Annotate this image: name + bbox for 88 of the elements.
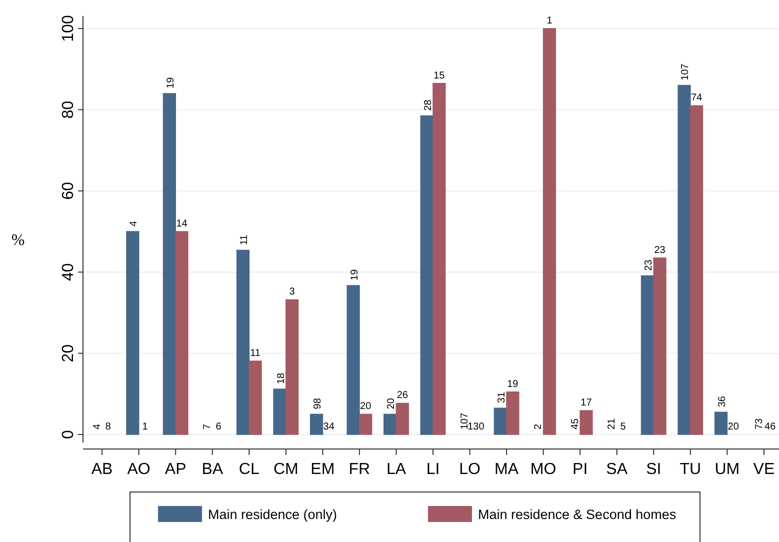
annotation: 17 <box>580 398 592 409</box>
x-tick-label: LO <box>459 461 480 478</box>
bar <box>494 408 507 435</box>
legend-label: Main residence & Second homes <box>478 507 676 522</box>
bar <box>162 93 176 435</box>
y-tick-label: 0 <box>60 430 77 439</box>
x-tick-label: BA <box>202 461 224 478</box>
bar <box>432 82 446 435</box>
bar <box>714 412 728 435</box>
bar <box>310 414 324 435</box>
annotation: 20 <box>386 398 398 410</box>
bar <box>396 402 409 435</box>
annotation: 28 <box>422 99 434 111</box>
bar <box>126 231 140 435</box>
annotation: 73 <box>754 418 765 430</box>
bar <box>653 257 666 435</box>
bar <box>690 105 704 435</box>
y-tick-label: 40 <box>60 263 77 281</box>
x-tick-label: AP <box>164 461 186 478</box>
bar <box>580 410 593 435</box>
bar <box>286 299 299 435</box>
annotation: 19 <box>165 76 176 88</box>
bar <box>542 28 556 435</box>
annotation: 21 <box>606 418 618 430</box>
annotation: 4 <box>128 220 140 226</box>
y-tick-label: 100 <box>60 15 77 42</box>
annotation: 98 <box>312 398 324 410</box>
annotation: 19 <box>507 378 519 390</box>
annotation: 20 <box>728 422 740 432</box>
y-axis-title: % <box>11 232 25 249</box>
annotation: 107 <box>680 63 692 80</box>
annotation: 2 <box>533 424 544 430</box>
annotation: 1 <box>546 16 553 26</box>
annotation: 19 <box>349 268 360 280</box>
annotation: 3 <box>289 286 296 298</box>
x-tick-label: CM <box>273 461 298 478</box>
legend-label: Main residence (only) <box>208 507 338 522</box>
annotation: 20 <box>360 401 372 412</box>
annotation: 23 <box>654 244 666 256</box>
annotation: 4 <box>92 424 103 430</box>
bar <box>506 391 520 435</box>
bar <box>640 275 654 435</box>
bar <box>384 414 397 435</box>
annotation: 46 <box>764 422 776 432</box>
bar <box>273 388 286 435</box>
x-tick-label: SI <box>646 461 662 478</box>
annotation: 31 <box>496 392 508 404</box>
annotation: 7 <box>202 424 214 430</box>
bar <box>236 250 250 435</box>
y-tick-label: 80 <box>60 100 77 119</box>
annotation: 5 <box>620 422 626 432</box>
annotation: 74 <box>691 92 703 104</box>
x-tick-label: MA <box>494 461 519 478</box>
annotation: 18 <box>276 372 287 384</box>
x-tick-label: TU <box>680 461 702 478</box>
annotation: 6 <box>216 422 222 432</box>
x-tick-label: SA <box>606 461 628 478</box>
annotation: 11 <box>250 348 261 360</box>
y-tick-label: 20 <box>60 344 77 362</box>
x-tick-label: UM <box>714 461 740 478</box>
x-tick-label: AB <box>91 461 113 478</box>
annotation: 26 <box>396 390 408 402</box>
bar <box>678 84 691 435</box>
annotation: 11 <box>238 234 250 246</box>
annotation: 1 <box>142 422 148 432</box>
annotation: 34 <box>323 422 335 432</box>
annotation: 36 <box>717 396 728 408</box>
bar <box>248 360 262 435</box>
bar <box>175 231 188 435</box>
y-tick-label: 60 <box>60 182 77 200</box>
annotation: 45 <box>570 418 581 430</box>
x-tick-label: VE <box>753 461 775 478</box>
x-tick-label: EM <box>310 461 335 478</box>
x-tick-label: LI <box>426 461 440 478</box>
annotation: 8 <box>105 422 112 432</box>
bar <box>420 115 434 435</box>
annotation: 15 <box>434 70 446 82</box>
x-tick-label: LA <box>386 461 406 478</box>
x-tick-label: CL <box>238 461 260 478</box>
x-tick-label: MO <box>530 461 556 478</box>
x-tick-label: PI <box>572 461 588 478</box>
annotation: 130 <box>468 422 485 432</box>
bar <box>359 414 372 435</box>
x-tick-label: FR <box>348 461 370 478</box>
bar <box>346 285 360 435</box>
x-tick-label: AO <box>127 461 150 478</box>
annotation: 14 <box>176 218 188 230</box>
annotation: 23 <box>643 259 654 271</box>
